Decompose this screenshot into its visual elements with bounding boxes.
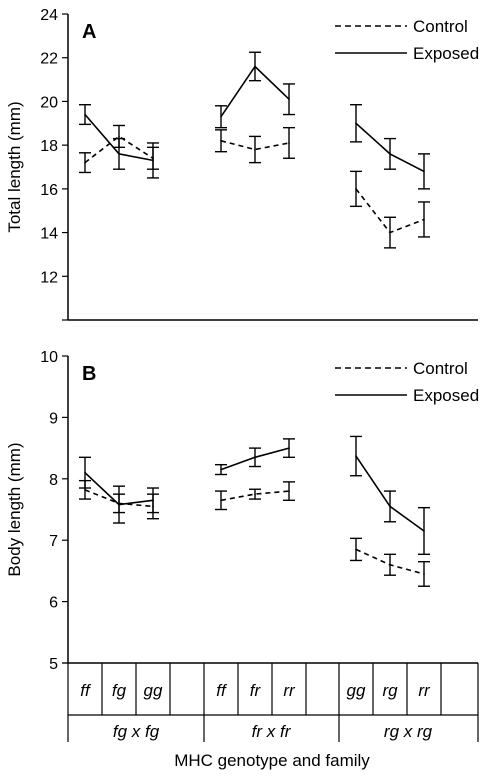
data-point-exposed — [220, 468, 222, 471]
data-point-control — [423, 573, 425, 575]
y-tick-label: 9 — [49, 410, 58, 427]
y-axis-title: Body length (mm) — [5, 442, 24, 576]
family-label: fg x fg — [113, 722, 160, 741]
data-point-exposed — [84, 113, 86, 116]
y-tick-label: 16 — [40, 182, 58, 199]
y-tick-label: 20 — [40, 94, 58, 111]
data-point-exposed — [423, 170, 425, 173]
data-point-control — [288, 490, 290, 492]
data-point-exposed — [220, 115, 222, 118]
data-point-exposed — [288, 98, 290, 101]
data-point-exposed — [355, 455, 357, 457]
legend-label-exposed: Exposed — [413, 386, 479, 405]
panel-b-chart: 5 6 7 8 9 10 Body length (mm) B Control Exposed — [5, 349, 479, 673]
y-tick-label: 12 — [40, 269, 58, 286]
genotype-label: gg — [144, 681, 163, 700]
data-point-control — [84, 161, 86, 164]
family-label: fr x fr — [252, 722, 292, 741]
genotype-label: fg — [112, 681, 127, 700]
data-point-control — [389, 231, 391, 234]
genotype-label: ff — [80, 681, 92, 700]
genotype-label: rg — [382, 681, 398, 700]
data-point-control — [288, 142, 290, 144]
series-line-control — [220, 140, 290, 151]
genotype-label: gg — [347, 681, 366, 700]
legend-label-control: Control — [413, 17, 468, 36]
data-point-control — [423, 218, 425, 221]
y-tick-label: 5 — [49, 656, 58, 673]
data-point-control — [118, 135, 120, 138]
data-point-control — [220, 499, 222, 502]
y-tick-label: 6 — [49, 595, 58, 612]
y-tick-label: 8 — [49, 472, 58, 489]
legend-label-exposed: Exposed — [413, 44, 479, 63]
legend-label-control: Control — [413, 359, 468, 378]
data-point-control — [84, 489, 86, 491]
data-point-control — [254, 148, 256, 151]
data-point-exposed — [118, 503, 120, 506]
x-axis-title: MHC genotype and family — [174, 751, 370, 770]
genotype-label: rr — [283, 681, 296, 700]
genotype-label: ff — [216, 681, 228, 700]
data-point-exposed — [254, 456, 256, 459]
data-point-exposed — [288, 447, 290, 449]
y-tick-label: 24 — [40, 7, 58, 24]
data-point-exposed — [423, 530, 425, 532]
data-point-control — [254, 493, 256, 495]
genotype-label: fr — [250, 681, 262, 700]
data-point-control — [220, 139, 222, 142]
panel-label: A — [82, 21, 96, 43]
y-tick-label: 10 — [40, 349, 58, 366]
data-point-exposed — [152, 159, 154, 162]
panel-a-chart: 12 14 16 18 20 22 24 Total length (mm) A Control E… — [5, 7, 479, 321]
data-point-control — [355, 548, 357, 551]
data-point-exposed — [118, 153, 120, 155]
data-point-exposed — [355, 122, 357, 125]
data-point-exposed — [152, 499, 154, 502]
series-line-control — [220, 490, 290, 502]
y-axis-title: Total length (mm) — [5, 101, 24, 232]
y-tick-label: 18 — [40, 138, 58, 155]
panel-label: B — [82, 363, 96, 385]
family-label: rg x rg — [384, 722, 433, 741]
data-point-exposed — [389, 153, 391, 155]
data-point-exposed — [84, 471, 86, 474]
genotype-label: rr — [418, 681, 431, 700]
data-point-exposed — [389, 505, 391, 508]
data-point-control — [355, 188, 357, 190]
y-tick-label: 7 — [49, 533, 58, 550]
data-point-control — [389, 563, 391, 566]
y-tick-label: 22 — [40, 51, 58, 68]
data-point-exposed — [254, 65, 256, 68]
y-tick-label: 14 — [40, 226, 58, 243]
